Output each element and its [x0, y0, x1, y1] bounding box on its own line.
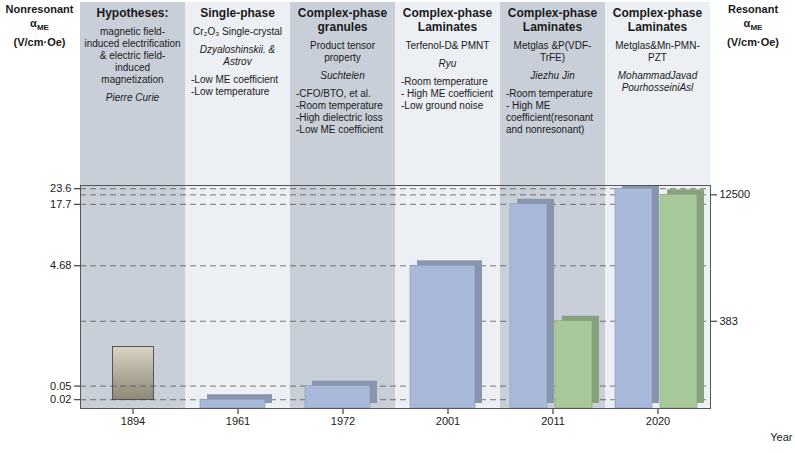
svg-text:2020: 2020: [646, 415, 670, 427]
html-text:Terfenol-D& PMNT: Terfenol-D& PMNT: [405, 40, 490, 51]
html-text:-Low temperature: -Low temperature: [191, 86, 270, 97]
html-text:Dzyaloshinskii. & Astrov: Dzyaloshinskii. & Astrov: [199, 44, 276, 67]
html-text:Nonresonant: Nonresonant: [5, 3, 74, 15]
svg-text:2001: 2001: [436, 415, 460, 427]
svg-text:4.68: 4.68: [50, 259, 71, 271]
svg-text:17.7: 17.7: [50, 198, 71, 210]
svg-text:2011: 2011: [541, 415, 565, 427]
html-text:MohammadJavad PourhosseiniAsl: MohammadJavad PourhosseiniAsl: [617, 70, 698, 93]
svg-text:1972: 1972: [331, 415, 355, 427]
svg-text:12500: 12500: [720, 188, 751, 200]
html-text:Metglas &P(VDF-TrFE): Metglas &P(VDF-TrFE): [513, 40, 592, 63]
html-text:-Room temperature: -Room temperature: [401, 76, 488, 87]
html-text:Complex-phase Laminates: Complex-phase Laminates: [507, 6, 598, 34]
html-text:-High dielectric loss: -High dielectric loss: [296, 112, 383, 123]
html-text:-CFO/BTO, et al.: -CFO/BTO, et al.: [296, 88, 371, 99]
html-text:(V/cm·Oe): (V/cm·Oe): [13, 36, 66, 49]
html-text:-Low ME coefficient: -Low ME coefficient: [191, 74, 279, 85]
html-text:magnetic field-induced electri: magnetic field-induced electrification &…: [84, 26, 181, 85]
html-text:Cr₂O₃ Single-crystal: Cr₂O₃ Single-crystal: [193, 26, 282, 37]
svg-text:Year: Year: [770, 431, 793, 443]
html-text:Hypotheses:: Hypotheses:: [96, 6, 169, 20]
svg-text:383: 383: [720, 315, 738, 327]
html-text:Pierre Curie: Pierre Curie: [105, 92, 160, 103]
svg-text:0.05: 0.05: [50, 380, 71, 392]
html-text:-Low ME coefficient: -Low ME coefficient: [296, 124, 384, 135]
html-text:αME: αME: [30, 17, 49, 33]
html-text:- High ME coefficient: - High ME coefficient: [401, 88, 494, 99]
html-text:αME: αME: [743, 17, 763, 33]
html-text:Suchtelen: Suchtelen: [320, 70, 365, 81]
svg-text:1894: 1894: [121, 415, 145, 427]
html-text:Resonant: Resonant: [727, 3, 779, 15]
html-text:Metglas&Mn-PMN-PZT: Metglas&Mn-PMN-PZT: [615, 40, 700, 63]
html-text:-Room temperature: -Room temperature: [506, 88, 593, 99]
svg-text:23.6: 23.6: [50, 182, 71, 194]
html-text:-Room temperature: -Room temperature: [296, 100, 383, 111]
html-text:Product tensor property: Product tensor property: [310, 40, 375, 63]
html-text:Single-phase: Single-phase: [200, 6, 275, 20]
svg-text:0.02: 0.02: [50, 393, 71, 405]
svg-text:1961: 1961: [226, 415, 250, 427]
html-text:Ryu: Ryu: [438, 58, 457, 69]
html-text:Complex-phase granules: Complex-phase granules: [297, 6, 388, 34]
html-text:(V/cm·Oe): (V/cm·Oe): [727, 36, 779, 49]
html-text:Complex-phase Laminates: Complex-phase Laminates: [402, 6, 493, 34]
html-text:Jiezhu Jin: Jiezhu Jin: [530, 70, 575, 81]
html-text:- High ME coefficient(resonant: - High ME coefficient(resonant and nonre…: [506, 100, 594, 135]
html-text:Complex-phase Laminates: Complex-phase Laminates: [612, 6, 703, 34]
html-text:-Low ground noise: -Low ground noise: [401, 100, 484, 111]
